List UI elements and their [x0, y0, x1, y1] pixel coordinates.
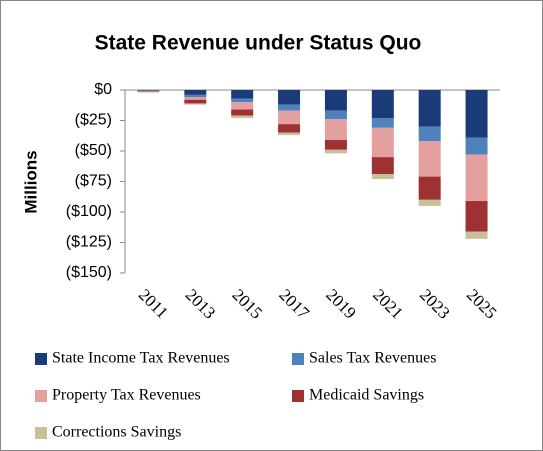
bar-segment — [278, 90, 301, 105]
bar-segment — [418, 90, 441, 127]
chart-title: State Revenue under Status Quo — [95, 32, 422, 55]
bar-segment — [324, 119, 347, 141]
legend-swatch — [292, 353, 304, 365]
y-tick-label: ($100) — [66, 203, 112, 220]
bar-segment — [324, 110, 347, 120]
bar-segment — [278, 110, 301, 125]
legend-swatch — [35, 427, 47, 439]
bar-segment — [418, 126, 441, 142]
bar-segment — [231, 90, 254, 99]
bar-segment — [278, 104, 301, 111]
legend-label: Medicaid Savings — [309, 387, 424, 404]
bar-segment — [371, 90, 394, 119]
bar-segment — [324, 90, 347, 111]
bar-segment — [371, 118, 394, 128]
bar-segment — [465, 154, 488, 202]
y-tick-label: ($125) — [66, 234, 112, 251]
bar-segment — [184, 94, 207, 98]
y-tick-label: ($150) — [66, 264, 112, 281]
bar-segment — [184, 90, 207, 95]
bar-segment — [137, 90, 160, 91]
bar-segment — [231, 109, 254, 116]
bar-segment — [137, 90, 160, 92]
bar-segment — [371, 157, 394, 175]
bar-segment — [184, 99, 207, 104]
bar-segment — [184, 103, 207, 105]
bar-segment — [418, 199, 441, 206]
legend-swatch — [292, 390, 304, 402]
bar-segment — [231, 115, 254, 119]
y-tick-label: ($50) — [75, 142, 112, 159]
legend-label: Property Tax Revenues — [52, 387, 201, 404]
legend-swatch — [35, 353, 47, 365]
y-axis-label: Millions — [21, 150, 40, 213]
bar-segment — [324, 149, 347, 154]
legend-label: State Income Tax Revenues — [52, 350, 230, 367]
bar-segment — [231, 102, 254, 110]
bar-segment — [465, 231, 488, 239]
y-tick-label: $0 — [94, 81, 112, 98]
bar-segment — [371, 174, 394, 180]
legend-label: Corrections Savings — [52, 424, 181, 441]
bar-segment — [184, 97, 207, 100]
bar-segment — [371, 127, 394, 158]
legend-label: Sales Tax Revenues — [309, 350, 436, 367]
y-tick-label: ($75) — [75, 173, 112, 190]
bar-segment — [418, 176, 441, 200]
bar-segment — [465, 90, 488, 138]
bar-segment — [324, 140, 347, 150]
bar-segment — [278, 132, 301, 136]
bar-segment — [465, 137, 488, 155]
bar-segment — [465, 201, 488, 232]
legend-swatch — [35, 390, 47, 402]
y-tick-label: ($25) — [75, 112, 112, 129]
bar-segment — [278, 124, 301, 133]
bar-segment — [137, 91, 160, 93]
bar-segment — [231, 98, 254, 103]
bar-segment — [418, 141, 441, 177]
